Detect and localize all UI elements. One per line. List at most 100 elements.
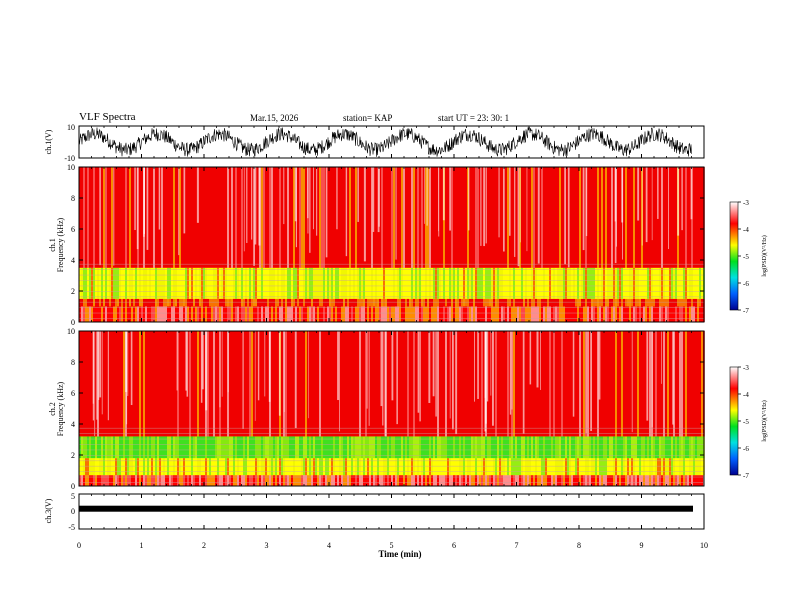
spectrogram-column bbox=[363, 267, 365, 299]
spectrogram-column bbox=[459, 458, 461, 476]
spectrogram-column bbox=[613, 475, 615, 486]
spectrogram-column bbox=[577, 436, 579, 459]
spectrogram-column bbox=[461, 458, 463, 476]
spectrogram-column bbox=[581, 436, 583, 459]
spectrogram-column bbox=[85, 475, 87, 486]
spectrogram-column bbox=[285, 436, 287, 459]
spectrogram-column bbox=[365, 267, 367, 299]
spectrogram-column bbox=[117, 267, 119, 299]
spectrogram-column bbox=[249, 331, 251, 437]
spectrogram-column bbox=[531, 458, 533, 476]
spectrogram-column bbox=[277, 436, 279, 459]
spectrogram-column bbox=[367, 298, 369, 307]
spectrogram-column bbox=[335, 331, 337, 437]
spectrogram-column bbox=[175, 306, 177, 322]
spectrogram-streak bbox=[435, 331, 437, 417]
spectrogram-column bbox=[193, 458, 195, 476]
spectrogram-column bbox=[575, 475, 577, 486]
spectrogram-column bbox=[313, 331, 315, 437]
spectrogram-column bbox=[163, 475, 165, 486]
spectrogram-column bbox=[349, 167, 351, 268]
xtick-label: 4 bbox=[327, 541, 331, 550]
spectrogram-column bbox=[163, 458, 165, 476]
spectrogram-column bbox=[595, 267, 597, 299]
spectrogram-column bbox=[605, 458, 607, 476]
spectrogram-column bbox=[201, 436, 203, 459]
spectrogram-column bbox=[293, 436, 295, 459]
spectrogram-column bbox=[255, 458, 257, 476]
spectrogram-column bbox=[147, 298, 149, 307]
spectrogram-column bbox=[527, 436, 529, 459]
spectrogram-column bbox=[477, 436, 479, 459]
spectrogram-column bbox=[157, 267, 159, 299]
spectrogram-column bbox=[371, 475, 373, 486]
spectrogram-column bbox=[201, 298, 203, 307]
spectrogram-column bbox=[325, 331, 327, 437]
spectrogram-column bbox=[225, 298, 227, 307]
spectrogram-column bbox=[85, 298, 87, 307]
spectrogram-column bbox=[359, 306, 361, 322]
spectrogram-column bbox=[397, 298, 399, 307]
spectrogram-column bbox=[289, 436, 291, 459]
spectrogram-column bbox=[485, 475, 487, 486]
spectrogram-column bbox=[445, 306, 447, 322]
spectrogram-column bbox=[243, 331, 245, 437]
spectrogram-column bbox=[215, 458, 217, 476]
spectrogram-column bbox=[199, 306, 201, 322]
spectrogram-column bbox=[125, 167, 127, 268]
spectrogram-column bbox=[545, 331, 547, 437]
spectrogram-column bbox=[329, 298, 331, 307]
spectrogram-column bbox=[631, 306, 633, 322]
spectrogram-column bbox=[267, 306, 269, 322]
spectrogram-column bbox=[605, 331, 607, 437]
spectrogram-column bbox=[211, 475, 213, 486]
spectrogram-column bbox=[461, 167, 463, 268]
spectrogram-streak bbox=[572, 331, 575, 417]
spectrogram-column bbox=[295, 306, 297, 322]
spectrogram-column bbox=[315, 331, 317, 437]
spectrogram-column bbox=[185, 167, 187, 268]
spectrogram-column bbox=[533, 458, 535, 476]
spectrogram-column bbox=[443, 298, 445, 307]
spectrogram-column bbox=[381, 298, 383, 307]
spectrogram-column bbox=[597, 306, 599, 322]
spectrogram-column bbox=[617, 167, 619, 268]
spectrogram-column bbox=[165, 331, 167, 437]
spectrogram-column bbox=[175, 331, 177, 437]
spectrogram-column bbox=[317, 458, 319, 476]
spectrogram-column bbox=[515, 475, 517, 486]
spectrogram-column bbox=[221, 267, 223, 299]
spectrogram-column bbox=[307, 298, 309, 307]
spectrogram-column bbox=[151, 436, 153, 459]
spectrogram-column bbox=[659, 458, 661, 476]
spectrogram-column bbox=[113, 298, 115, 307]
ch3-waveform-ylabel: ch.3(V) bbox=[44, 498, 53, 523]
spectrogram-column bbox=[323, 436, 325, 459]
spectrogram-column bbox=[471, 458, 473, 476]
spectrogram-column bbox=[677, 306, 679, 322]
spectrogram-column bbox=[403, 436, 405, 459]
spectrogram-column bbox=[575, 306, 577, 322]
spectrogram-column bbox=[133, 267, 135, 299]
spectrogram-column bbox=[597, 436, 599, 459]
spectrogram-column bbox=[181, 475, 183, 486]
spectrogram-column bbox=[651, 475, 653, 486]
spectrogram-column bbox=[201, 475, 203, 486]
spectrogram-column bbox=[615, 306, 617, 322]
spectrogram-column bbox=[229, 167, 231, 268]
spectrogram-column bbox=[179, 458, 181, 476]
spectrogram-column bbox=[375, 475, 377, 486]
spectrogram-column bbox=[159, 436, 161, 459]
spectrogram-column bbox=[449, 475, 451, 486]
spectrogram-column bbox=[349, 306, 351, 322]
ch3-ytick-bottom: -5 bbox=[68, 523, 75, 532]
spectrogram-streak bbox=[522, 331, 525, 434]
spectrogram-column bbox=[249, 167, 251, 268]
spectrogram-streak bbox=[477, 331, 479, 399]
spectrogram-streak bbox=[449, 167, 451, 231]
spectrogram-column bbox=[505, 298, 507, 307]
spectrogram-column bbox=[303, 267, 305, 299]
spectrogram-column bbox=[195, 298, 197, 307]
spectrogram-column bbox=[579, 267, 581, 299]
